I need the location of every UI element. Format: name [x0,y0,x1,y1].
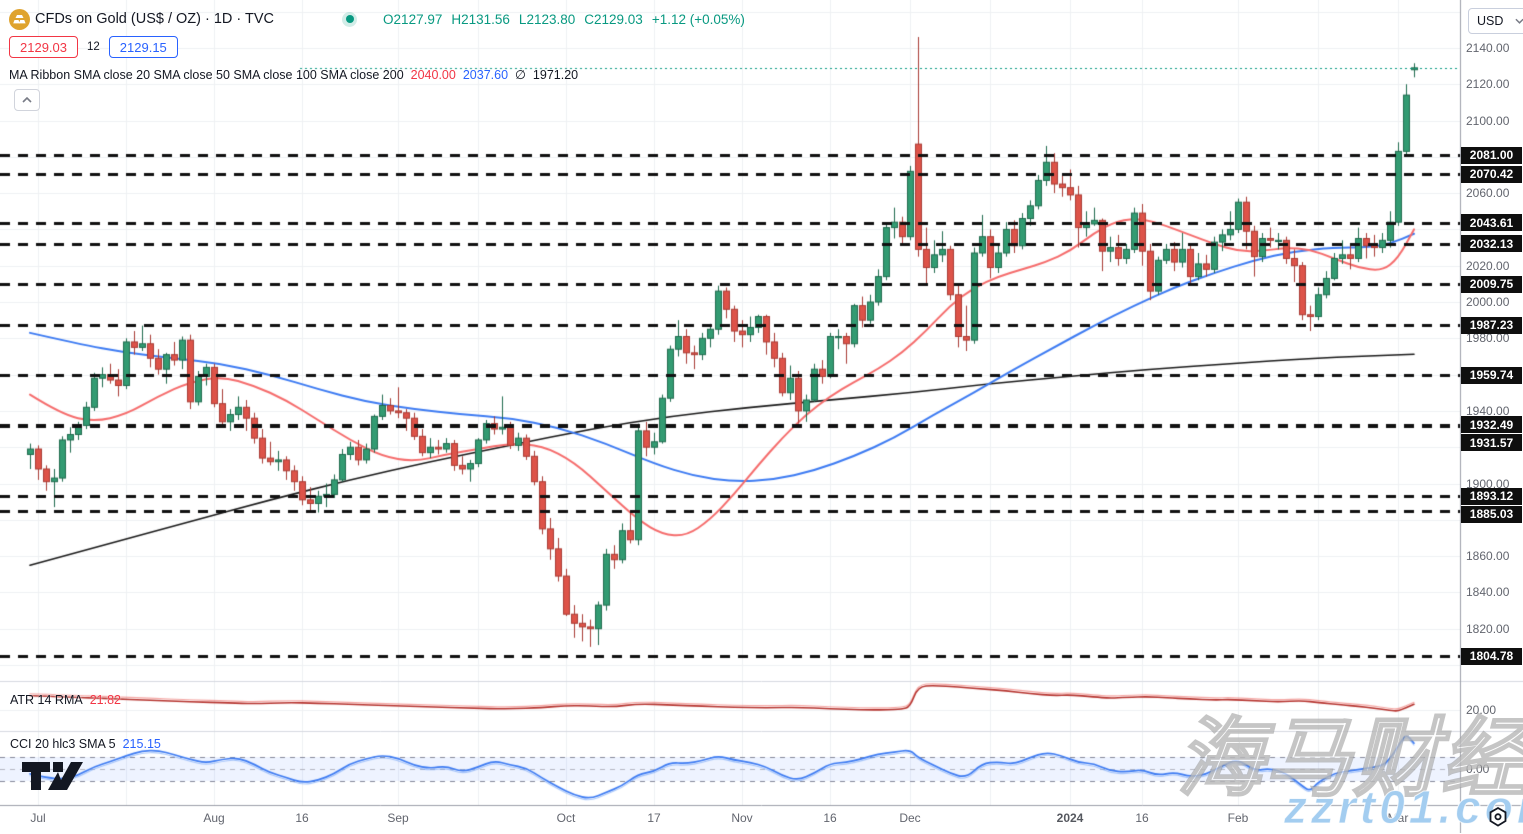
price-tick-label: 2060.00 [1466,186,1510,201]
gold-symbol-icon [9,8,30,30]
time-tick-label: 16 [1135,811,1149,825]
low-value: 2123.80 [526,11,576,27]
close-value: 2129.03 [594,11,643,27]
spread-value: 12 [87,41,100,53]
cci-pane-legend: CCI 20 hlc3 SMA 5 215.15 [10,737,161,751]
atr-title: ATR 14 RMA [10,693,83,707]
price-level-label: 2070.42 [1461,165,1522,183]
bid-ask-row: 2129.03 12 2129.15 [9,36,178,58]
price-tick-label: 1900.00 [1466,476,1510,491]
currency-dropdown[interactable]: USD [1468,8,1523,34]
sma50-value: 2037.60 [462,67,509,82]
time-tick-label: Aug [203,811,225,825]
price-level-label: 2032.13 [1461,235,1522,253]
price-tick-label: 1840.00 [1466,585,1510,600]
chevron-up-icon [22,97,32,103]
price-tick-label: 1940.00 [1466,403,1510,418]
price-level-label: 1885.03 [1461,505,1522,523]
price-tick-label: 2140.00 [1466,40,1510,55]
price-tick-label: 1860.00 [1466,549,1510,564]
cci-title: CCI 20 hlc3 SMA 5 [10,737,116,751]
high-value: 2131.56 [461,11,510,27]
price-tick-label: 2020.00 [1466,258,1510,273]
time-tick-label: Feb [1227,811,1249,825]
empty-set-icon: ∅ [515,68,526,82]
time-tick-label: Sep [387,811,409,825]
sma200-value: 1971.20 [532,67,579,82]
atr-tick-label: 20.00 [1466,703,1497,717]
time-tick-label: Dec [899,811,921,825]
price-level-label: 1959.74 [1461,366,1522,384]
time-tick-label: Jul [30,811,46,825]
buy-price-button[interactable]: 2129.15 [108,36,178,58]
sell-price-button[interactable]: 2129.03 [9,36,78,58]
time-tick-label: 16 [823,811,837,825]
chart-legend-header: CFDs on Gold (US$ / OZ) · 1D · TVC O2127… [9,7,745,31]
cci-value: 215.15 [122,737,161,751]
ma-ribbon-title: MA Ribbon SMA close 20 SMA close 50 SMA … [9,67,404,82]
atr-value: 21.82 [89,693,121,707]
ohlc-readout: O2127.97 H2131.56 L2123.80 C2129.03 +1.1… [383,11,745,27]
price-level-label: 2081.00 [1461,146,1522,164]
price-tick-label: 2120.00 [1466,77,1510,92]
price-level-label: 1804.78 [1461,647,1522,665]
price-level-label: 1893.12 [1461,487,1522,505]
price-level-label: 2043.61 [1461,214,1522,232]
atr-pane-legend: ATR 14 RMA 21.82 [10,693,121,707]
time-tick-label: Mar [1387,811,1409,825]
price-tick-label: 2000.00 [1466,295,1510,310]
symbol-title[interactable]: CFDs on Gold (US$ / OZ) · 1D · TVC [35,11,275,27]
cci-tick-label: 0.00 [1466,762,1490,776]
ma-ribbon-legend: MA Ribbon SMA close 20 SMA close 50 SMA … [9,67,579,83]
price-level-label: 1987.23 [1461,316,1522,334]
price-level-label: 2009.75 [1461,275,1522,293]
currency-label: USD [1477,14,1504,28]
time-tick-label: 17 [647,811,661,825]
price-level-label: 1932.49 [1461,416,1522,434]
price-tick-label: 1980.00 [1466,331,1510,346]
change-value: +1.12 (+0.05%) [651,11,745,27]
time-tick-label: Nov [731,811,753,825]
sma20-value: 2040.00 [410,67,456,82]
price-tick-label: 2100.00 [1466,113,1510,128]
tradingview-logo[interactable] [22,762,84,796]
price-level-label: 1931.57 [1461,434,1522,452]
chevron-down-icon [1515,18,1523,24]
market-status-icon[interactable] [342,11,358,27]
collapse-legend-button[interactable] [14,89,40,111]
time-tick-label: 2024 [1056,811,1084,825]
price-tick-label: 1820.00 [1466,621,1510,636]
settings-gear-icon[interactable] [1487,806,1509,833]
time-tick-label: 16 [295,811,309,825]
time-tick-label: Oct [556,811,576,825]
open-value: 2127.97 [393,11,443,27]
